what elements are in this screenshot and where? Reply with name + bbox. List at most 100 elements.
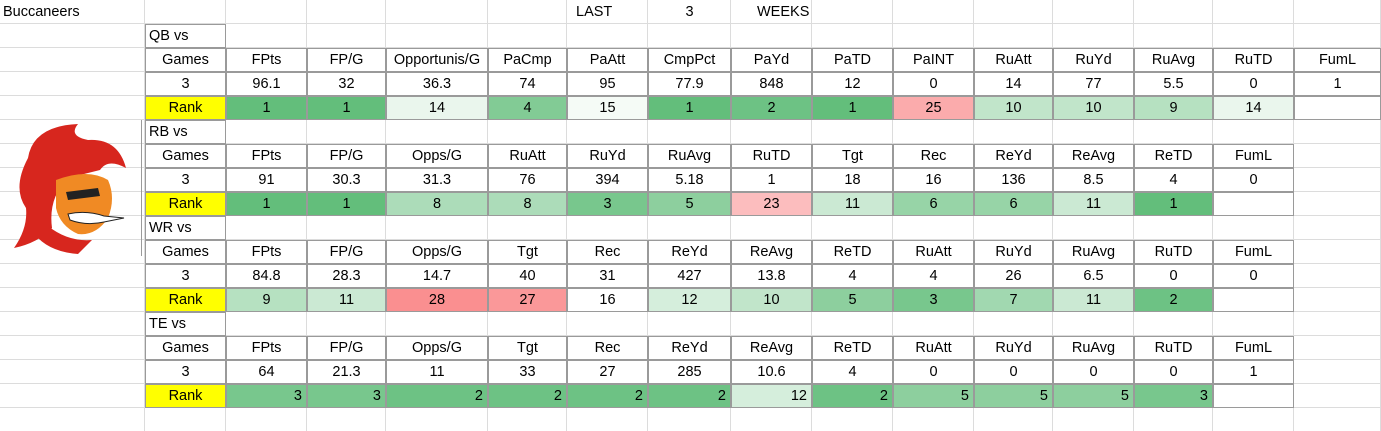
- column-header: ReYd: [648, 240, 731, 264]
- stat-value: 74: [488, 72, 567, 96]
- grid-cell: [1053, 0, 1134, 24]
- grid-cell: [0, 288, 145, 312]
- stat-value: 0: [893, 360, 974, 384]
- column-header: FP/G: [307, 336, 386, 360]
- grid-cell: [648, 120, 731, 144]
- column-header: FumL: [1294, 48, 1381, 72]
- stat-value: 95: [567, 72, 648, 96]
- grid-cell: [307, 216, 386, 240]
- grid-cell: [1213, 408, 1294, 431]
- grid-cell: [1053, 120, 1134, 144]
- stat-value: 4: [893, 264, 974, 288]
- grid-cell: [731, 216, 812, 240]
- stat-value: 0: [1134, 360, 1213, 384]
- column-header: PaINT: [893, 48, 974, 72]
- stat-value: 3: [145, 168, 226, 192]
- grid-cell: [974, 312, 1053, 336]
- rank-label: Rank: [145, 96, 226, 120]
- grid-cell: [1294, 408, 1381, 431]
- weeks-label: WEEKS: [757, 4, 810, 20]
- grid-cell: [1134, 0, 1213, 24]
- rank-label: Rank: [145, 288, 226, 312]
- grid-cell: [1134, 312, 1213, 336]
- stat-value: 4: [812, 360, 893, 384]
- stat-value: 31: [567, 264, 648, 288]
- rank-value: 6: [893, 192, 974, 216]
- column-header: RuAtt: [893, 240, 974, 264]
- column-header: CmpPct: [648, 48, 731, 72]
- grid-cell: [648, 216, 731, 240]
- stat-value: 427: [648, 264, 731, 288]
- stat-value: 3: [145, 360, 226, 384]
- grid-cell: [1294, 384, 1381, 408]
- grid-cell: [488, 216, 567, 240]
- grid-cell: [226, 24, 307, 48]
- rank-value: 5: [648, 192, 731, 216]
- rank-value: 2: [812, 384, 893, 408]
- stat-value: 21.3: [307, 360, 386, 384]
- column-header: RuAtt: [893, 336, 974, 360]
- grid-cell: [567, 312, 648, 336]
- grid-cell: [1294, 360, 1381, 384]
- grid-cell: [1294, 0, 1381, 24]
- grid-cell: [0, 0, 145, 24]
- rank-value: 2: [1134, 288, 1213, 312]
- rank-value: 3: [567, 192, 648, 216]
- grid-cell: [1213, 0, 1294, 24]
- grid-cell: [0, 96, 145, 120]
- grid-cell: [1053, 312, 1134, 336]
- grid-cell: [974, 216, 1053, 240]
- stat-value: 0: [1134, 264, 1213, 288]
- stat-value: 1: [1294, 72, 1381, 96]
- stat-value: 0: [1053, 360, 1134, 384]
- stat-value: 10.6: [731, 360, 812, 384]
- grid-cell: [567, 408, 648, 431]
- grid-cell: [488, 120, 567, 144]
- rank-value: 8: [488, 192, 567, 216]
- rank-value: 2: [488, 384, 567, 408]
- column-header: RuAtt: [488, 144, 567, 168]
- column-header: PaCmp: [488, 48, 567, 72]
- rank-value: 3: [226, 384, 307, 408]
- rank-value: 5: [1053, 384, 1134, 408]
- column-header: FPts: [226, 48, 307, 72]
- stat-value: 16: [893, 168, 974, 192]
- grid-cell: [731, 408, 812, 431]
- grid-cell: [0, 24, 145, 48]
- column-header: Games: [145, 48, 226, 72]
- last-label: LAST: [576, 4, 613, 20]
- column-header: RuAvg: [1134, 48, 1213, 72]
- stat-value: 76: [488, 168, 567, 192]
- grid-cell: [974, 24, 1053, 48]
- rank-value: 5: [893, 384, 974, 408]
- grid-cell: [386, 408, 488, 431]
- column-header: Opps/G: [386, 336, 488, 360]
- grid-cell: [307, 312, 386, 336]
- rank-value: 5: [812, 288, 893, 312]
- grid-cell: [1053, 216, 1134, 240]
- grid-cell: [893, 0, 974, 24]
- column-header: FPts: [226, 240, 307, 264]
- stat-value: 1: [1213, 360, 1294, 384]
- grid-cell: [1213, 24, 1294, 48]
- stat-value: 13.8: [731, 264, 812, 288]
- column-header: PaYd: [731, 48, 812, 72]
- rank-value: 3: [893, 288, 974, 312]
- rank-value: 3: [1134, 384, 1213, 408]
- column-header: RuTD: [1213, 48, 1294, 72]
- stat-value: 394: [567, 168, 648, 192]
- grid-cell: [1213, 216, 1294, 240]
- column-header: Tgt: [488, 240, 567, 264]
- grid-cell: [0, 48, 145, 72]
- rank-value: 12: [648, 288, 731, 312]
- stat-value: 4: [812, 264, 893, 288]
- grid-cell: [893, 24, 974, 48]
- rank-value: 1: [307, 96, 386, 120]
- column-header: PaTD: [812, 48, 893, 72]
- column-header: ReAvg: [731, 240, 812, 264]
- grid-cell: [1294, 288, 1381, 312]
- section-title: TE vs: [145, 312, 226, 336]
- stat-value: 6.5: [1053, 264, 1134, 288]
- grid-cell: [893, 408, 974, 431]
- stat-value: 0: [893, 72, 974, 96]
